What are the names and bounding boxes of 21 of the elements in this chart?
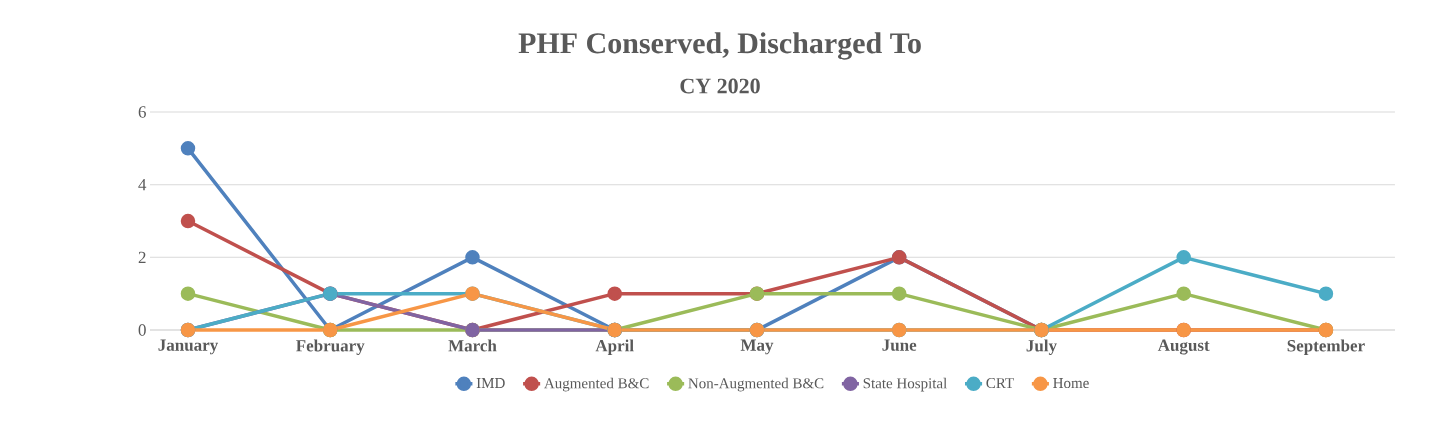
x-tick-label: July <box>1026 339 1057 355</box>
legend-label: IMD <box>476 378 505 388</box>
y-tick-label: 0 <box>138 324 146 336</box>
x-tick-label: February <box>296 339 365 355</box>
legend-label: Augmented B&C <box>544 377 649 392</box>
chart-title: PHF Conserved, Discharged To <box>518 32 921 60</box>
x-tick-label: April <box>595 339 634 355</box>
x-tick-label: March <box>448 339 497 352</box>
x-tick-label: September <box>1287 339 1365 355</box>
x-tick-label: June <box>882 339 917 351</box>
legend-label: Non-Augmented B&C <box>688 377 824 392</box>
legend-label: State Hospital <box>863 377 947 392</box>
y-tick-label: 2 <box>138 251 146 263</box>
chart-subtitle: CY 2020 <box>680 78 760 94</box>
x-tick-label: January <box>158 339 219 355</box>
x-tick-label: August <box>1157 339 1210 355</box>
legend-label: Home <box>1053 378 1089 389</box>
y-tick-label: 4 <box>138 179 147 191</box>
x-tick-label: May <box>740 339 774 355</box>
legend-label: CRT <box>986 378 1014 389</box>
y-tick-label: 6 <box>138 106 146 118</box>
